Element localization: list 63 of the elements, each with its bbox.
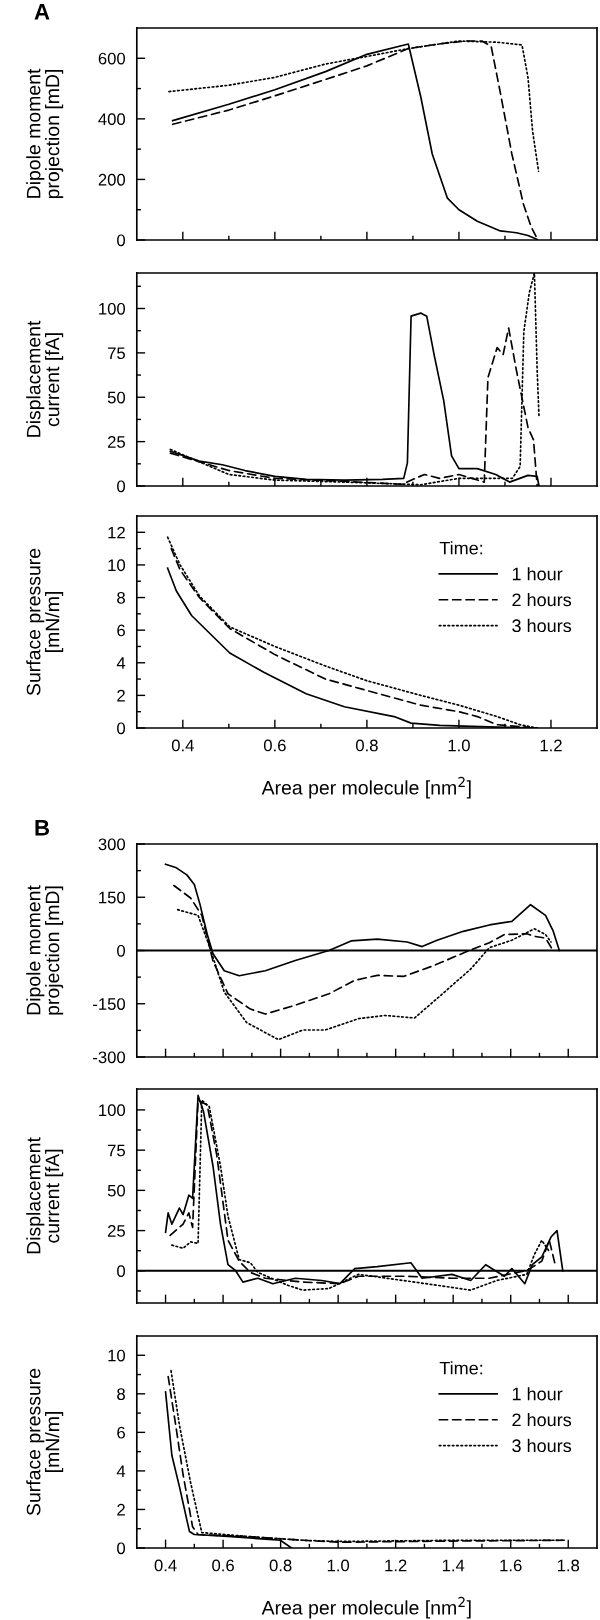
legend-label: 1 hour [512, 1387, 563, 1401]
x-tick-label: 0.8 [355, 739, 378, 752]
y-tick-label: 0 [117, 480, 126, 493]
legend-label: 2 hours [512, 593, 572, 607]
y-tick-label: 75 [108, 1144, 125, 1157]
chart-title: A [34, 4, 50, 20]
y-tick-label: 6 [117, 1426, 125, 1439]
y-tick-label: 4 [116, 657, 126, 669]
y-tick-label: 300 [98, 838, 126, 851]
y-axis-title: Surface pressure [mN/m] [26, 548, 64, 696]
y-tick-label: 0 [117, 1265, 126, 1278]
y-tick-label: 12 [108, 526, 125, 539]
y-tick-label: 100 [99, 1104, 126, 1117]
x-tick-label: 1.8 [557, 1559, 580, 1572]
y-tick-label: 8 [117, 591, 125, 604]
legend-title: Time: [439, 1361, 483, 1375]
y-tick-label: 400 [98, 113, 126, 126]
y-axis-title: Dipole moment projection [mD] [26, 68, 64, 199]
legend-label: 1 hour [512, 567, 563, 581]
y-tick-label: 10 [108, 1349, 126, 1362]
y-tick-label: 10 [108, 559, 126, 572]
y-tick-label: 0 [117, 1542, 126, 1555]
y-tick-label: 6 [117, 624, 125, 637]
legend-title: Time: [439, 541, 483, 555]
x-tick-label: 0.4 [171, 739, 194, 752]
x-tick-label: 1.0 [448, 739, 470, 752]
legend-label: 2 hours [512, 1413, 572, 1427]
y-tick-label: 2 [117, 1503, 125, 1516]
y-tick-label: 50 [107, 1184, 126, 1197]
x-tick-label: 0.8 [269, 1559, 292, 1572]
y-axis-title: Dipole moment projection [mD] [26, 885, 64, 1015]
y-tick-label: -300 [93, 1051, 126, 1064]
y-tick-label: 150 [99, 891, 126, 904]
x-axis-title: Area per molecule [nm$^{2}$] [261, 776, 471, 799]
x-tick-label: 1.0 [327, 1559, 350, 1572]
y-axis-title: Surface pressure [mN/m] [26, 1368, 64, 1516]
y-axis-title: Displacement current [fA] [26, 320, 64, 437]
y-tick-label: 2 [117, 689, 125, 702]
x-tick-label: 1.6 [500, 1559, 522, 1572]
x-tick-label: 1.4 [442, 1559, 465, 1572]
y-tick-label: -150 [93, 998, 126, 1010]
y-tick-label: 600 [98, 52, 126, 65]
x-tick-label: 0.6 [212, 1559, 234, 1572]
legend-label: 3 hours [512, 1438, 572, 1453]
y-tick-label: 0 [117, 944, 126, 957]
y-tick-label: 25 [107, 1224, 125, 1237]
y-axis-title: Displacement current [fA] [26, 1137, 64, 1254]
y-tick-label: 50 [107, 391, 126, 404]
x-axis-title: Area per molecule [nm$^{2}$] [261, 1596, 471, 1619]
y-tick-label: 25 [107, 436, 125, 448]
y-tick-label: 8 [117, 1388, 125, 1401]
x-tick-label: 1.2 [540, 739, 562, 752]
y-tick-label: 200 [98, 173, 126, 186]
x-tick-label: 0.4 [154, 1559, 177, 1572]
y-tick-label: 75 [108, 347, 125, 360]
y-tick-label: 4 [116, 1465, 126, 1477]
chart-title: B [35, 820, 50, 836]
y-tick-label: 0 [117, 722, 126, 735]
x-tick-label: 0.6 [263, 739, 286, 752]
y-tick-label: 100 [99, 302, 126, 315]
x-tick-label: 1.2 [385, 1559, 407, 1572]
legend-label: 3 hours [512, 618, 572, 633]
y-tick-label: 0 [117, 234, 126, 247]
